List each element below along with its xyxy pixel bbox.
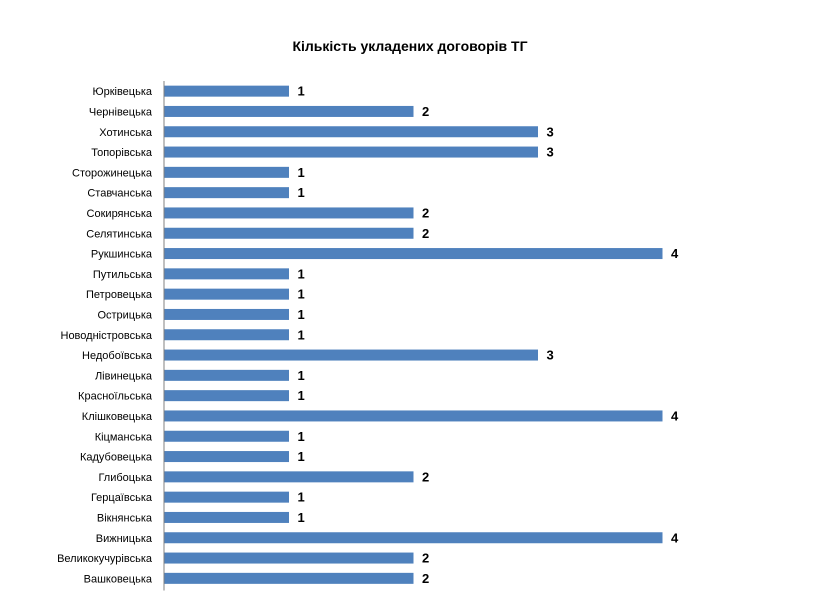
category-label: Новодністровська — [61, 330, 153, 342]
bar — [164, 390, 289, 402]
data-label: 2 — [422, 571, 429, 586]
category-label: Ставчанська — [87, 188, 153, 200]
bar — [164, 491, 289, 503]
data-label: 1 — [298, 165, 305, 180]
category-label: Кадубовецька — [80, 452, 153, 464]
data-label: 1 — [298, 266, 305, 281]
data-label: 2 — [422, 226, 429, 241]
bar — [164, 410, 663, 422]
category-label: Хотинська — [99, 127, 153, 139]
value-labels-group: 1 2 3 3 1 1 2 2 4 1 1 1 1 3 1 1 4 1 1 2 1 1 4 2 2 — [298, 84, 680, 586]
data-label: 2 — [422, 104, 429, 119]
data-label: 3 — [547, 348, 554, 363]
category-label: Острицька — [97, 309, 152, 321]
category-label: Топорівська — [91, 147, 153, 159]
data-label: 2 — [422, 205, 429, 220]
bar — [164, 451, 289, 463]
category-label: Герцаївська — [91, 492, 153, 504]
category-label: Лівинецька — [95, 370, 153, 382]
data-label: 4 — [671, 246, 679, 261]
bar — [164, 552, 414, 564]
category-label: Клішковецька — [82, 411, 153, 423]
bar — [164, 349, 538, 361]
data-label: 3 — [547, 145, 554, 160]
data-label: 1 — [298, 388, 305, 403]
category-labels-group: Юрківецька Чернівецька Хотинська Топорівськ… — [57, 86, 153, 585]
bar — [164, 532, 663, 544]
category-label: Глибоцька — [98, 472, 152, 484]
data-label: 2 — [422, 551, 429, 566]
bar — [164, 248, 663, 260]
bar — [164, 471, 414, 483]
data-label: 3 — [547, 124, 554, 139]
data-label: 1 — [298, 449, 305, 464]
bar — [164, 308, 289, 320]
data-label: 1 — [298, 84, 305, 99]
category-label: Селятинська — [86, 228, 153, 240]
data-label: 1 — [298, 429, 305, 444]
bars-group — [164, 85, 663, 584]
bar — [164, 288, 289, 300]
category-label: Вашковецька — [84, 573, 153, 585]
data-label: 1 — [298, 490, 305, 505]
category-label: Сокирянська — [87, 208, 153, 220]
category-label: Вижницька — [96, 533, 153, 545]
category-label: Рукшинська — [91, 249, 153, 261]
data-label: 4 — [671, 530, 679, 545]
category-label: Юрківецька — [92, 86, 152, 98]
bar — [164, 430, 289, 442]
bar — [164, 268, 289, 280]
bar — [164, 227, 414, 239]
bar — [164, 329, 289, 341]
data-label: 1 — [298, 510, 305, 525]
category-label: Великокучурівська — [57, 553, 153, 565]
bar — [164, 126, 538, 138]
category-label: Вікнянська — [97, 512, 153, 524]
category-label: Петровецька — [86, 289, 153, 301]
data-label: 1 — [298, 307, 305, 322]
category-label: Недобоївська — [82, 350, 153, 362]
bar — [164, 369, 289, 381]
bar — [164, 146, 538, 158]
chart-title: Кількість укладених договорів ТГ — [292, 38, 528, 54]
category-label: Путильська — [93, 269, 153, 281]
category-label: Красноїльська — [78, 391, 153, 403]
data-label: 1 — [298, 368, 305, 383]
bar — [164, 166, 289, 178]
bar — [164, 207, 414, 219]
category-label: Сторожинецька — [72, 167, 153, 179]
data-label: 1 — [298, 287, 305, 302]
bar — [164, 572, 414, 584]
category-label: Кіцманська — [95, 431, 153, 443]
bar — [164, 511, 289, 523]
category-label: Чернівецька — [89, 106, 153, 118]
data-label: 4 — [671, 408, 679, 423]
data-label: 1 — [298, 327, 305, 342]
bar — [164, 105, 414, 117]
bar — [164, 85, 289, 97]
data-label: 2 — [422, 469, 429, 484]
data-label: 1 — [298, 185, 305, 200]
bar — [164, 187, 289, 199]
